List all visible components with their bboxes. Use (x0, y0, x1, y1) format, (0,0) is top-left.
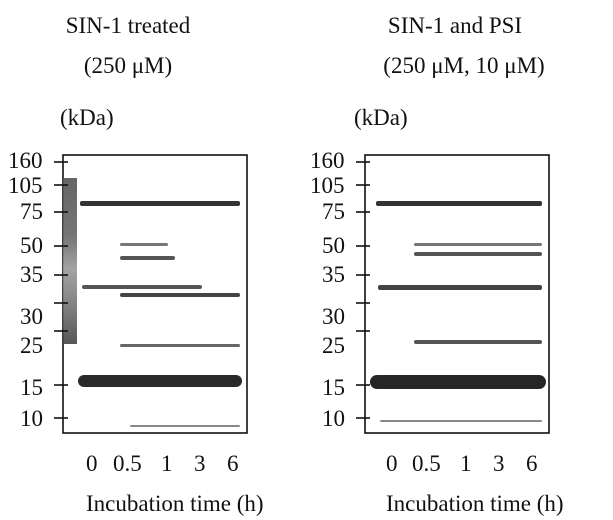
lane-label: 1 (161, 451, 173, 476)
marker-label: 25 (20, 333, 43, 358)
marker-label: 75 (20, 199, 43, 224)
protein-bands (78, 201, 242, 427)
panel-left-unit-label: (kDa) (60, 105, 114, 130)
lane-label: 0.5 (412, 451, 441, 476)
marker-ticks (54, 161, 68, 419)
marker-label: 30 (322, 304, 345, 329)
lane-label: 6 (526, 451, 538, 476)
gel-frame (364, 154, 550, 434)
marker-label: 160 (310, 148, 345, 173)
panel-right-unit-label: (kDa) (354, 105, 408, 130)
lane-label: 1 (460, 451, 472, 476)
x-axis-title: Incubation time (h) (86, 491, 264, 516)
marker-label: 10 (20, 406, 43, 431)
panel-left-concentration: (250 μM) (83, 53, 173, 78)
lane-label: 0 (86, 451, 98, 476)
marker-label: 50 (20, 233, 43, 258)
marker-label: 75 (322, 199, 345, 224)
marker-label: 35 (20, 262, 43, 287)
marker-label: 160 (8, 148, 43, 173)
lane-label: 0 (386, 451, 398, 476)
panel-right-concentration: (250 μM, 10 μM) (383, 53, 545, 78)
marker-label: 105 (310, 173, 345, 198)
marker-lane-smear (63, 178, 77, 344)
marker-ticks (356, 161, 370, 419)
marker-label: 25 (322, 333, 345, 358)
panel-right-title: SIN-1 and PSI (387, 13, 523, 38)
marker-label: 15 (20, 375, 43, 400)
x-axis-title: Incubation time (h) (386, 491, 564, 516)
protein-bands (370, 201, 546, 422)
gel-left (54, 154, 248, 434)
marker-label: 50 (322, 233, 345, 258)
lane-label: 3 (493, 451, 505, 476)
marker-label: 10 (322, 406, 345, 431)
marker-label: 105 (8, 173, 43, 198)
gel-right (356, 154, 550, 434)
lane-label: 3 (194, 451, 206, 476)
marker-label: 35 (322, 262, 345, 287)
lane-label: 6 (227, 451, 239, 476)
marker-label: 15 (322, 375, 345, 400)
marker-label: 30 (20, 304, 43, 329)
panel-left-title: SIN-1 treated (65, 13, 191, 38)
lane-label: 0.5 (113, 451, 142, 476)
